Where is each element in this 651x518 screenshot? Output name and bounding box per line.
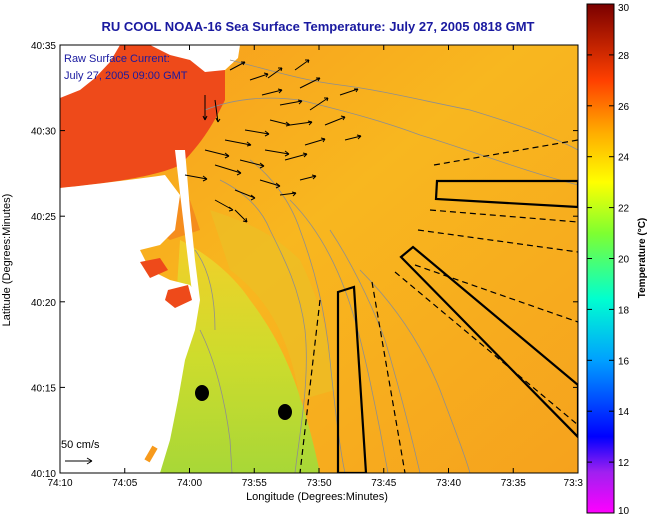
y-tick-label: 40:25 — [31, 212, 56, 223]
colorbar-ticks: 30 28 26 24 22 20 18 16 14 12 10 — [587, 3, 630, 517]
y-tick-label: 40:35 — [31, 41, 56, 52]
current-note-line1: Raw Surface Current: — [64, 53, 170, 65]
colorbar-label: Temperature (°C) — [637, 218, 648, 299]
transition-water — [210, 210, 335, 400]
map-title: RU COOL NOAA-16 Sea Surface Temperature:… — [101, 19, 534, 34]
station-marker — [195, 385, 209, 401]
colorbar-tick-label: 26 — [618, 102, 630, 113]
colorbar-tick-label: 30 — [618, 3, 630, 14]
colorbar-tick-label: 18 — [618, 305, 630, 316]
y-tick-label: 40:30 — [31, 127, 56, 138]
surface-current-vectors — [184, 59, 362, 223]
x-tick-label: 73:3 — [564, 478, 584, 489]
colorbar-tick-label: 12 — [618, 458, 630, 469]
y-tick-label: 40:15 — [31, 383, 56, 394]
x-tick-label: 73:35 — [501, 478, 526, 489]
x-tick-label: 74:00 — [177, 478, 202, 489]
land-new-jersey — [60, 175, 200, 473]
sandy-hook — [175, 150, 200, 300]
x-tick-label: 74:05 — [112, 478, 137, 489]
colorbar-tick-label: 14 — [618, 407, 630, 418]
y-tick-label: 40:20 — [31, 298, 56, 309]
colorbar-tick-label: 20 — [618, 255, 630, 266]
land-north — [60, 45, 120, 98]
map-area — [60, 45, 578, 473]
inlet-water — [165, 285, 192, 308]
colorbar-tick-label: 16 — [618, 356, 630, 367]
x-tick-label: 73:45 — [371, 478, 396, 489]
colorbar-tick-label: 10 — [618, 506, 630, 517]
y-axis-label: Latitude (Degrees:Minutes) — [1, 194, 13, 327]
x-tick-label: 73:40 — [436, 478, 461, 489]
coastal-patch — [144, 445, 158, 463]
x-tick-label: 73:55 — [242, 478, 267, 489]
river-water — [140, 258, 168, 278]
bathymetry-contours — [194, 59, 578, 473]
station-marker — [278, 404, 292, 420]
colorbar-tick-label: 28 — [618, 51, 630, 62]
study-regions — [299, 139, 578, 473]
colorbar-tick-label: 24 — [618, 153, 630, 164]
x-axis-label: Longitude (Degrees:Minutes) — [246, 491, 388, 503]
scale-label: 50 cm/s — [61, 439, 100, 451]
land-brooklyn — [150, 45, 240, 72]
x-tick-label: 74:10 — [47, 478, 72, 489]
current-note-line2: July 27, 2005 09:00 GMT — [64, 70, 188, 82]
colorbar-tick-label: 22 — [618, 204, 630, 215]
x-tick-label: 73:50 — [306, 478, 331, 489]
y-axis-ticks: 40:35 40:30 40:25 40:20 40:15 40:10 — [31, 41, 578, 480]
scale-arrow — [65, 457, 93, 465]
y-tick-label: 40:10 — [31, 469, 56, 480]
x-axis-ticks: 74:10 74:05 74:00 73:55 73:50 73:45 73:40 73:35… — [47, 45, 583, 489]
